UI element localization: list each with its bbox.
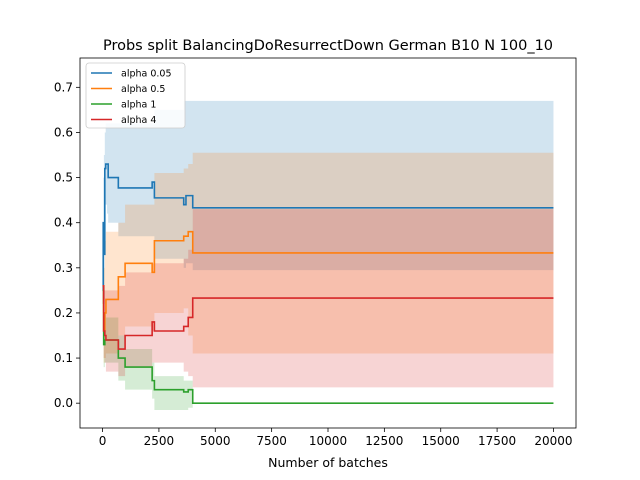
y-tick-label: 0.3 <box>54 261 73 275</box>
y-tick-label: 0.6 <box>54 125 73 139</box>
line-series-3 <box>102 285 554 350</box>
y-tick-label: 0.5 <box>54 171 73 185</box>
x-tick-label: 0 <box>99 434 107 448</box>
y-tick-label: 0.7 <box>54 80 73 94</box>
x-tick-label: 5000 <box>200 434 231 448</box>
y-tick-label: 0.0 <box>54 396 73 410</box>
legend-label: alpha 4 <box>121 115 156 126</box>
y-tick-label: 0.2 <box>54 306 73 320</box>
chart-title: Probs split BalancingDoResurrectDown Ger… <box>103 38 553 54</box>
x-tick-label: 7500 <box>256 434 287 448</box>
line-series-0 <box>102 163 554 292</box>
x-tick-label: 12500 <box>365 434 403 448</box>
band-series-1 <box>102 152 554 363</box>
legend-label: alpha 0.5 <box>121 84 165 95</box>
x-tick-label: 10000 <box>309 434 347 448</box>
series-lines <box>102 163 554 404</box>
y-tick-label: 0.4 <box>54 216 73 230</box>
legend-label: alpha 0.05 <box>121 69 172 80</box>
legend-label: alpha 1 <box>121 100 156 111</box>
x-tick-label: 17500 <box>478 434 516 448</box>
legend: alpha 0.05 alpha 0.5 alpha 1 alpha 4 <box>85 62 186 129</box>
line-series-1 <box>102 230 554 332</box>
x-tick-label: 20000 <box>534 434 572 448</box>
x-axis-ticks: 0 2500 5000 7500 10000 12500 15000 17500 20000 <box>99 428 573 448</box>
legend-box <box>85 62 186 129</box>
x-tick-label: 15000 <box>422 434 460 448</box>
line-series-2 <box>102 289 554 404</box>
y-tick-label: 0.1 <box>54 351 73 365</box>
x-axis-label: Number of batches <box>268 455 388 470</box>
x-tick-label: 2500 <box>144 434 175 448</box>
y-axis-ticks: 0.0 0.1 0.2 0.3 0.4 0.5 0.6 0.7 <box>54 80 80 410</box>
confidence-bands <box>102 100 554 410</box>
